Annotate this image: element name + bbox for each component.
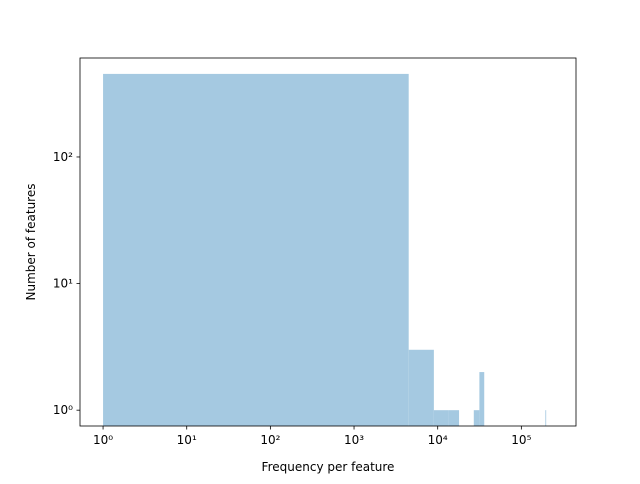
bar bbox=[473, 410, 480, 426]
y-tick-label: 10⁰ bbox=[53, 403, 73, 417]
y-tick-label: 10¹ bbox=[53, 277, 73, 291]
bar bbox=[545, 410, 547, 426]
x-tick-label: 10⁵ bbox=[511, 433, 531, 447]
x-tick-label: 10⁴ bbox=[428, 433, 448, 447]
y-axis-label: Number of features bbox=[24, 184, 38, 301]
bar bbox=[103, 73, 409, 426]
x-axis-label: Frequency per feature bbox=[262, 460, 395, 474]
x-tick-label: 10³ bbox=[344, 433, 364, 447]
plot-frame bbox=[79, 57, 577, 427]
x-tick-label: 10¹ bbox=[177, 433, 197, 447]
x-tick-label: 10² bbox=[260, 433, 280, 447]
bar bbox=[448, 410, 460, 426]
bar bbox=[433, 410, 449, 426]
bar bbox=[479, 372, 485, 426]
x-tick-label: 10⁰ bbox=[93, 433, 113, 447]
bar bbox=[408, 349, 434, 426]
y-tick-label: 10² bbox=[53, 150, 73, 164]
